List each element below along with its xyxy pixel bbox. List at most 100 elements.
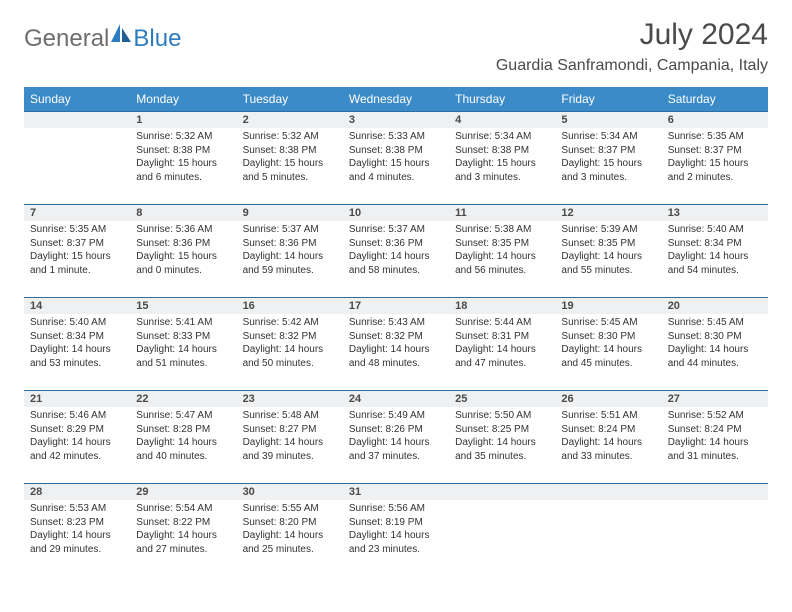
day-content-cell: Sunrise: 5:56 AMSunset: 8:19 PMDaylight:…: [343, 500, 449, 576]
day-number-cell: 30: [237, 484, 343, 501]
day-number-row: 123456: [24, 112, 768, 129]
daylight-line: Daylight: 15 hours and 5 minutes.: [243, 157, 337, 184]
daylight-line: Daylight: 14 hours and 40 minutes.: [136, 436, 230, 463]
header: General Blue July 2024 Guardia Sanframon…: [24, 18, 768, 75]
day-content-cell: Sunrise: 5:38 AMSunset: 8:35 PMDaylight:…: [449, 221, 555, 298]
day-number-row: 78910111213: [24, 205, 768, 222]
sunrise-line: Sunrise: 5:34 AM: [561, 130, 655, 144]
weekday-header: Friday: [555, 87, 661, 112]
day-number-cell: 15: [130, 298, 236, 315]
day-number-row: 28293031: [24, 484, 768, 501]
sunrise-line: Sunrise: 5:39 AM: [561, 223, 655, 237]
daylight-line: Daylight: 15 hours and 0 minutes.: [136, 250, 230, 277]
page: General Blue July 2024 Guardia Sanframon…: [0, 0, 792, 612]
weekday-header: Thursday: [449, 87, 555, 112]
sunset-line: Sunset: 8:22 PM: [136, 516, 230, 530]
day-content-cell: Sunrise: 5:45 AMSunset: 8:30 PMDaylight:…: [662, 314, 768, 391]
day-number-cell: [449, 484, 555, 501]
sunset-line: Sunset: 8:34 PM: [30, 330, 124, 344]
day-number-cell: 13: [662, 205, 768, 222]
day-content-row: Sunrise: 5:40 AMSunset: 8:34 PMDaylight:…: [24, 314, 768, 391]
daylight-line: Daylight: 14 hours and 27 minutes.: [136, 529, 230, 556]
day-content-cell: Sunrise: 5:52 AMSunset: 8:24 PMDaylight:…: [662, 407, 768, 484]
sunset-line: Sunset: 8:25 PM: [455, 423, 549, 437]
day-content-cell: Sunrise: 5:34 AMSunset: 8:37 PMDaylight:…: [555, 128, 661, 205]
sunset-line: Sunset: 8:35 PM: [561, 237, 655, 251]
sunset-line: Sunset: 8:30 PM: [561, 330, 655, 344]
weekday-header-row: Sunday Monday Tuesday Wednesday Thursday…: [24, 87, 768, 112]
daylight-line: Daylight: 14 hours and 25 minutes.: [243, 529, 337, 556]
day-number-cell: 27: [662, 391, 768, 408]
sunrise-line: Sunrise: 5:51 AM: [561, 409, 655, 423]
daylight-line: Daylight: 15 hours and 1 minute.: [30, 250, 124, 277]
day-content-cell: Sunrise: 5:37 AMSunset: 8:36 PMDaylight:…: [237, 221, 343, 298]
day-content-cell: Sunrise: 5:34 AMSunset: 8:38 PMDaylight:…: [449, 128, 555, 205]
weekday-header: Wednesday: [343, 87, 449, 112]
day-content-cell: [24, 128, 130, 205]
day-number-cell: [24, 112, 130, 129]
sunrise-line: Sunrise: 5:35 AM: [30, 223, 124, 237]
logo: General Blue: [24, 24, 181, 53]
sunrise-line: Sunrise: 5:32 AM: [243, 130, 337, 144]
sunrise-line: Sunrise: 5:34 AM: [455, 130, 549, 144]
daylight-line: Daylight: 14 hours and 45 minutes.: [561, 343, 655, 370]
sunrise-line: Sunrise: 5:37 AM: [349, 223, 443, 237]
day-number-cell: 3: [343, 112, 449, 129]
day-number-cell: 5: [555, 112, 661, 129]
sunset-line: Sunset: 8:33 PM: [136, 330, 230, 344]
day-content-cell: Sunrise: 5:49 AMSunset: 8:26 PMDaylight:…: [343, 407, 449, 484]
sunrise-line: Sunrise: 5:40 AM: [30, 316, 124, 330]
sunset-line: Sunset: 8:24 PM: [561, 423, 655, 437]
title-block: July 2024 Guardia Sanframondi, Campania,…: [496, 18, 768, 75]
daylight-line: Daylight: 14 hours and 23 minutes.: [349, 529, 443, 556]
day-number-cell: 25: [449, 391, 555, 408]
day-number-cell: 17: [343, 298, 449, 315]
day-content-cell: Sunrise: 5:39 AMSunset: 8:35 PMDaylight:…: [555, 221, 661, 298]
day-number-cell: 12: [555, 205, 661, 222]
sunset-line: Sunset: 8:20 PM: [243, 516, 337, 530]
day-number-cell: 19: [555, 298, 661, 315]
daylight-line: Daylight: 14 hours and 59 minutes.: [243, 250, 337, 277]
day-content-row: Sunrise: 5:32 AM Sunset: 8:38 PM Daylight:…: [24, 128, 768, 205]
day-content-cell: Sunrise: 5:40 AMSunset: 8:34 PMDaylight:…: [662, 221, 768, 298]
day-number-cell: 7: [24, 205, 130, 222]
sunrise-line: Sunrise: 5:40 AM: [668, 223, 762, 237]
sunrise-line: Sunrise: 5:54 AM: [136, 502, 230, 516]
day-content-cell: [449, 500, 555, 576]
day-number-cell: 11: [449, 205, 555, 222]
day-number-cell: 28: [24, 484, 130, 501]
daylight-line: Daylight: 14 hours and 55 minutes.: [561, 250, 655, 277]
day-content-row: Sunrise: 5:46 AMSunset: 8:29 PMDaylight:…: [24, 407, 768, 484]
sunset-line: Sunset: 8:24 PM: [668, 423, 762, 437]
sunset-line: Sunset: 8:34 PM: [668, 237, 762, 251]
sunrise-line: Sunrise: 5:47 AM: [136, 409, 230, 423]
daylight-line: Daylight: 15 hours and 2 minutes.: [668, 157, 762, 184]
day-number-cell: 21: [24, 391, 130, 408]
sunset-line: Sunset: 8:23 PM: [30, 516, 124, 530]
sunset-line: Sunset: 8:38 PM: [455, 144, 549, 158]
day-number-cell: 8: [130, 205, 236, 222]
day-content-cell: Sunrise: 5:48 AMSunset: 8:27 PMDaylight:…: [237, 407, 343, 484]
daylight-line: Daylight: 14 hours and 44 minutes.: [668, 343, 762, 370]
day-number-cell: 31: [343, 484, 449, 501]
sunrise-line: Sunrise: 5:36 AM: [136, 223, 230, 237]
day-content-cell: Sunrise: 5:50 AMSunset: 8:25 PMDaylight:…: [449, 407, 555, 484]
day-content-cell: Sunrise: 5:41 AMSunset: 8:33 PMDaylight:…: [130, 314, 236, 391]
daylight-line: Daylight: 14 hours and 42 minutes.: [30, 436, 124, 463]
sunrise-line: Sunrise: 5:41 AM: [136, 316, 230, 330]
calendar-table: Sunday Monday Tuesday Wednesday Thursday…: [24, 87, 768, 576]
day-content-cell: Sunrise: 5:46 AMSunset: 8:29 PMDaylight:…: [24, 407, 130, 484]
weekday-header: Tuesday: [237, 87, 343, 112]
day-number-cell: 22: [130, 391, 236, 408]
daylight-line: Daylight: 14 hours and 50 minutes.: [243, 343, 337, 370]
day-number-row: 14151617181920: [24, 298, 768, 315]
sunset-line: Sunset: 8:35 PM: [455, 237, 549, 251]
daylight-line: Daylight: 14 hours and 51 minutes.: [136, 343, 230, 370]
day-number-cell: 20: [662, 298, 768, 315]
day-content-cell: [555, 500, 661, 576]
day-number-cell: 23: [237, 391, 343, 408]
daylight-line: Daylight: 14 hours and 53 minutes.: [30, 343, 124, 370]
day-content-row: Sunrise: 5:53 AMSunset: 8:23 PMDaylight:…: [24, 500, 768, 576]
sunrise-line: Sunrise: 5:52 AM: [668, 409, 762, 423]
logo-sail-icon: [111, 24, 133, 49]
